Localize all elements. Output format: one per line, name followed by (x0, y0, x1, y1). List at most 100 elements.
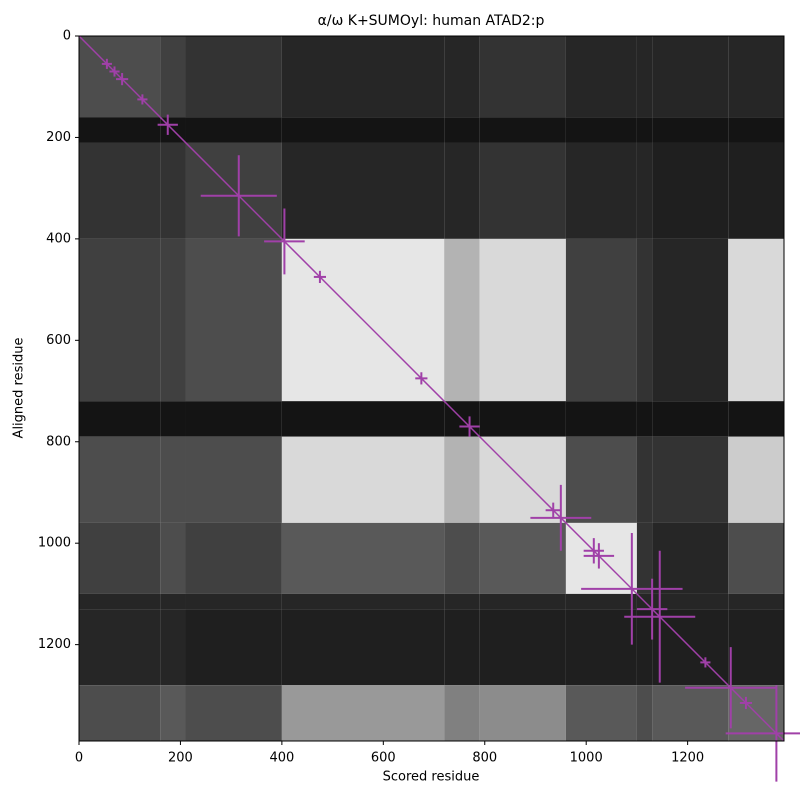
y-tick-label: 600 (46, 333, 71, 348)
heatmap-cell (636, 238, 653, 402)
heatmap-cell (652, 117, 729, 143)
heatmap-cell (160, 436, 186, 523)
x-tick-label: 400 (269, 751, 294, 766)
heatmap-cell (565, 117, 637, 143)
heatmap-cell (652, 36, 729, 118)
heatmap-cell (444, 593, 480, 610)
heatmap-cell (636, 401, 653, 437)
heatmap-cell (479, 238, 566, 402)
heatmap-cell (160, 238, 186, 402)
x-tick-label: 800 (472, 751, 497, 766)
heatmap-cell (652, 522, 729, 594)
heatmap-cell (652, 142, 729, 239)
heatmap-cell (281, 117, 445, 143)
heatmap-cell (728, 593, 784, 610)
heatmap-cell (160, 522, 186, 594)
heatmap-cell (79, 142, 161, 239)
heatmap-cell (185, 436, 282, 523)
x-tick-label: 1200 (671, 751, 704, 766)
heatmap-cell (565, 593, 637, 610)
heatmap-cell (728, 436, 784, 523)
heatmap-cell (444, 142, 480, 239)
heatmap-cell (479, 593, 566, 610)
heatmap-cell (160, 36, 186, 118)
heatmap-cell (636, 117, 653, 143)
heatmap-cell (565, 609, 637, 686)
heatmap-cell (479, 609, 566, 686)
heatmap-cell (281, 36, 445, 118)
heatmap-cell (160, 401, 186, 437)
heatmap-cell (281, 609, 445, 686)
heatmap-cell (565, 36, 637, 118)
heatmap-cell (444, 117, 480, 143)
heatmap-cell (479, 401, 566, 437)
heatmap-cell (185, 609, 282, 686)
heatmap-cell (565, 238, 637, 402)
heatmap-cell (79, 436, 161, 523)
heatmap-cell (652, 436, 729, 523)
heatmap-cell (185, 238, 282, 402)
heatmap-cell (79, 522, 161, 594)
heatmap-cell (444, 238, 480, 402)
heatmap-cell (479, 685, 566, 741)
heatmap-cell (565, 142, 637, 239)
heatmap-cell (281, 685, 445, 741)
y-tick-label: 1000 (38, 536, 71, 551)
heatmap-cell (79, 609, 161, 686)
x-tick-label: 600 (371, 751, 396, 766)
heatmap-cell (160, 142, 186, 239)
heatmap-cell (160, 609, 186, 686)
heatmap-cell (281, 593, 445, 610)
y-axis-label: Aligned residue (12, 338, 27, 439)
heatmap-cell (160, 685, 186, 741)
heatmap-cell (728, 238, 784, 402)
heatmap-cell (79, 238, 161, 402)
heatmap-cell (652, 238, 729, 402)
heatmap-cell (728, 36, 784, 118)
y-tick-label: 200 (46, 130, 71, 145)
heatmap-cell (185, 522, 282, 594)
heatmap-cell (728, 117, 784, 143)
x-tick-label: 0 (75, 751, 83, 766)
heatmap-cell (160, 593, 186, 610)
heatmap-cell (728, 401, 784, 437)
heatmap-cell (728, 522, 784, 594)
heatmap-cell (565, 685, 637, 741)
chart-title: α/ω K+SUMOyl: human ATAD2:p (318, 13, 545, 29)
heatmap-cell (185, 36, 282, 118)
heatmap-cell (636, 609, 653, 686)
heatmap-cell (479, 36, 566, 118)
x-tick-label: 1000 (570, 751, 603, 766)
heatmap-cell (565, 436, 637, 523)
heatmap-cell (479, 117, 566, 143)
heatmap-cell (444, 36, 480, 118)
heatmap-cell (185, 401, 282, 437)
y-tick-label: 800 (46, 434, 71, 449)
y-tick-label: 400 (46, 231, 71, 246)
heatmap-cell (479, 522, 566, 594)
heatmap-cell (636, 436, 653, 523)
heatmap-cell (185, 593, 282, 610)
heatmap-cell (444, 609, 480, 686)
heatmap-cell (636, 522, 653, 594)
heatmap-cell (185, 117, 282, 143)
plot-frame (78, 35, 785, 742)
heatmap-cell (281, 401, 445, 437)
heatmap-cell (652, 593, 729, 610)
heatmap-cell (636, 142, 653, 239)
x-axis-label: Scored residue (383, 770, 480, 785)
y-tick-label: 1200 (38, 637, 71, 652)
x-tick-label: 200 (168, 751, 193, 766)
heatmap-cell (479, 142, 566, 239)
heatmap-cell (79, 593, 161, 610)
diagonal-line (78, 35, 785, 742)
heatmap-cell (444, 685, 480, 741)
heatmap-cell (79, 117, 161, 143)
heatmap-cell (444, 436, 480, 523)
heatmap-cell (565, 401, 637, 437)
heatmap-cell (652, 401, 729, 437)
heatmap-cell (728, 609, 784, 686)
heatmap-cell (185, 685, 282, 741)
